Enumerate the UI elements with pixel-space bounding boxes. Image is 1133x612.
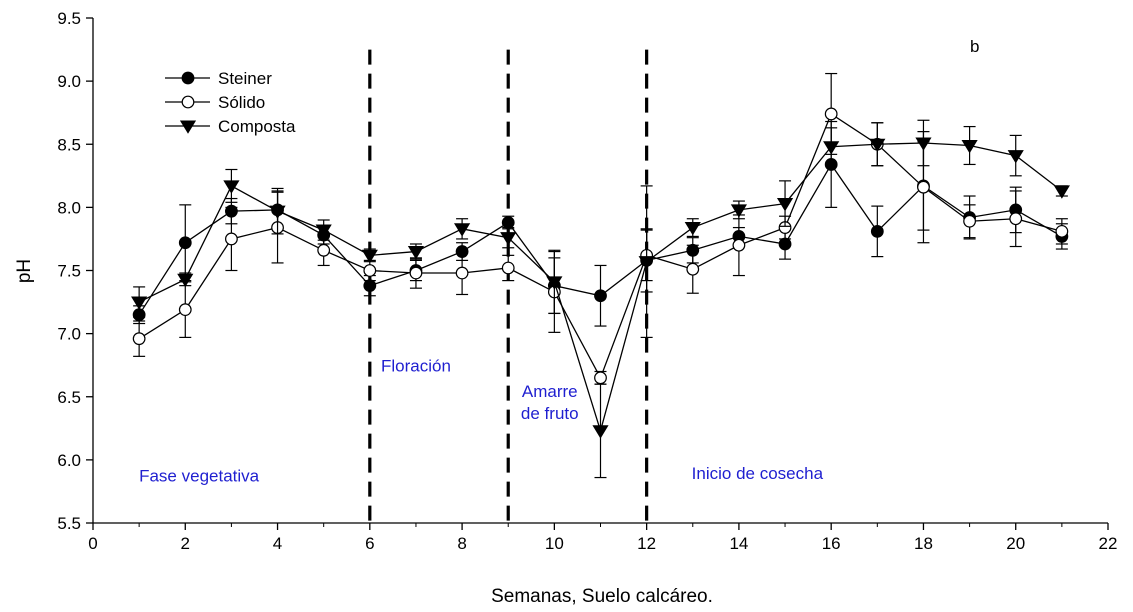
data-point — [131, 296, 148, 310]
data-point — [917, 180, 930, 194]
y-axis-ticks: 5.5 6.0 6.5 7.0 7.5 8.0 8.5 9.0 9.5 — [57, 9, 93, 533]
data-point — [776, 198, 794, 212]
data-point — [778, 237, 792, 251]
legend-label: Sólido — [218, 93, 265, 112]
data-point — [501, 261, 515, 275]
data-point — [409, 266, 423, 280]
data-point — [363, 264, 377, 277]
phase-annotation: Amarre de fruto — [521, 382, 579, 423]
annotation-line: Inicio de cosecha — [692, 464, 824, 483]
x-tick-label: 10 — [545, 534, 564, 553]
data-point — [1007, 150, 1024, 164]
x-tick-label: 14 — [729, 534, 748, 553]
x-tick-label: 2 — [181, 534, 190, 553]
phase-annotations: Fase vegetativa Floración Amarre de fruto In… — [139, 357, 823, 486]
data-point — [501, 216, 515, 229]
data-point — [132, 332, 146, 346]
data-point — [1009, 212, 1023, 226]
y-tick-label: 9.0 — [57, 72, 81, 91]
data-point — [915, 137, 932, 151]
data-point — [961, 139, 978, 154]
data-point — [181, 95, 195, 109]
x-tick-label: 6 — [365, 534, 374, 553]
y-tick-label: 6.5 — [57, 388, 81, 407]
annotation-line: Fase vegetativa — [139, 466, 260, 485]
data-point — [594, 371, 607, 385]
data-point — [732, 238, 746, 252]
annotation-line: de fruto — [521, 404, 579, 423]
data-point — [269, 205, 286, 219]
data-point — [638, 256, 655, 270]
x-tick-label: 16 — [822, 534, 841, 553]
annotation-line: Amarre — [522, 382, 578, 401]
y-axis-title: pH — [14, 259, 35, 283]
y-tick-label: 9.5 — [57, 9, 81, 28]
data-point — [315, 224, 332, 238]
data-point — [361, 249, 378, 264]
data-point — [455, 266, 469, 280]
x-axis-title: Semanas, Suelo calcáreo. — [491, 586, 713, 607]
x-tick-label: 0 — [88, 534, 97, 553]
data-point — [225, 232, 238, 246]
x-tick-label: 4 — [273, 534, 282, 553]
phase-annotation: Fase vegetativa — [139, 466, 260, 485]
data-point — [730, 204, 747, 218]
data-point — [823, 141, 840, 155]
x-tick-label: 22 — [1099, 534, 1118, 553]
legend-label: Steiner — [218, 69, 272, 88]
data-point — [407, 246, 425, 260]
phase-divider-lines — [368, 49, 649, 522]
data-point — [181, 71, 195, 85]
data-point — [684, 222, 701, 236]
series-composta — [131, 119, 1070, 479]
data-point — [500, 232, 517, 246]
data-point — [1053, 185, 1070, 199]
data-point — [594, 289, 607, 303]
data-point — [223, 180, 240, 194]
x-tick-label: 18 — [914, 534, 933, 553]
data-point — [546, 276, 563, 290]
y-tick-label: 6.0 — [57, 451, 81, 470]
data-point — [317, 243, 331, 257]
y-tick-label: 8.5 — [57, 135, 81, 154]
legend-item-sólido: Sólido — [165, 93, 265, 112]
data-point — [177, 273, 194, 288]
x-tick-label: 12 — [637, 534, 656, 553]
data-point — [592, 425, 609, 439]
annotation-line: Floración — [381, 357, 451, 376]
data-point — [178, 303, 192, 317]
data-point — [963, 214, 976, 228]
data-point — [1055, 224, 1069, 238]
phase-annotation: Floración — [381, 357, 451, 376]
data-point — [454, 223, 471, 237]
phase-annotation: Inicio de cosecha — [692, 464, 824, 483]
y-tick-label: 7.5 — [57, 262, 81, 281]
legend-label: Composta — [218, 117, 296, 136]
data-point — [870, 224, 884, 238]
data-point — [686, 262, 700, 276]
data-point — [869, 138, 886, 153]
data-point — [363, 279, 377, 293]
legend: Steiner Sólido Composta — [165, 69, 296, 136]
legend-item-composta: Composta — [165, 117, 296, 136]
y-tick-label: 5.5 — [57, 514, 81, 533]
series-layer — [131, 72, 1070, 479]
panel-label: b — [970, 37, 979, 56]
legend-item-steiner: Steiner — [165, 69, 272, 88]
y-tick-label: 8.0 — [57, 198, 81, 217]
data-point — [179, 120, 197, 134]
y-tick-label: 7.0 — [57, 325, 81, 344]
data-point — [824, 107, 838, 121]
x-tick-label: 8 — [457, 534, 466, 553]
data-point — [178, 236, 192, 250]
x-tick-label: 20 — [1006, 534, 1025, 553]
x-axis-ticks: 0 2 4 6 8 10 12 14 16 18 20 22 — [88, 523, 1117, 553]
